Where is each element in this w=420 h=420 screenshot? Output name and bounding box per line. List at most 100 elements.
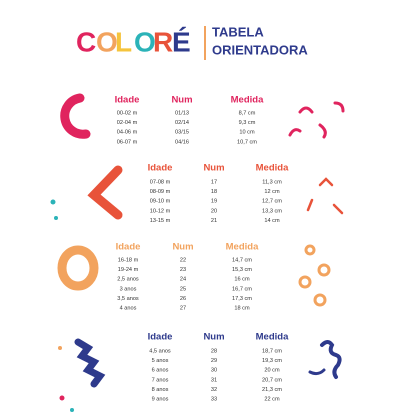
shape	[313, 293, 327, 307]
cell: 9,3 cm	[239, 120, 256, 126]
cell: 13-15 m	[150, 218, 171, 224]
cell: 09-10 m	[150, 199, 171, 205]
cell: 03/15	[175, 130, 189, 136]
dot	[59, 395, 65, 401]
cell: 19,3 cm	[262, 358, 282, 364]
shape	[306, 198, 314, 212]
cell: 3 anos	[120, 286, 137, 292]
shape	[74, 338, 106, 388]
column-header: Medida	[226, 242, 259, 253]
cell: 15,3 cm	[232, 267, 252, 273]
cell: 22 cm	[264, 396, 280, 402]
shape	[288, 128, 302, 137]
cell: 25	[180, 286, 186, 292]
cell: 19-24 m	[118, 267, 139, 273]
cell: 02-04 m	[117, 120, 138, 126]
cell: 31	[211, 377, 217, 383]
tables: Idade Num Medida 00-02 m 01/13 8,7 cm 02-04 m 0…	[115, 95, 289, 403]
cell: 10-12 m	[150, 208, 171, 214]
cell: 30	[211, 368, 217, 374]
cell: 11,3 cm	[262, 179, 282, 185]
shape	[304, 244, 316, 256]
logo-letter: É	[172, 26, 191, 57]
dot	[58, 346, 62, 350]
cell: 8,7 cm	[239, 110, 256, 116]
cell: 33	[211, 396, 217, 402]
cell: 20	[211, 208, 217, 214]
logo-letter: O	[96, 26, 118, 57]
cell: 6 anos	[152, 368, 169, 374]
cell: 24	[180, 277, 186, 283]
logo-letter: C	[76, 26, 96, 57]
shape	[298, 275, 312, 289]
logo-letter: O	[134, 26, 156, 57]
dots	[50, 199, 74, 412]
cell: 10,7 cm	[237, 139, 257, 145]
cell: 23	[180, 267, 186, 273]
cell: 4,5 anos	[149, 348, 171, 354]
cell: 00-02 m	[117, 110, 138, 116]
title-line: ORIENTADORA	[212, 42, 308, 57]
cell: 17,3 cm	[232, 296, 252, 302]
shape	[87, 165, 123, 220]
shape	[318, 177, 334, 187]
cell: 19	[211, 199, 217, 205]
cell: 5 anos	[152, 358, 169, 364]
cell: 18,7 cm	[262, 348, 282, 354]
decorations	[57, 93, 345, 388]
shape	[298, 106, 314, 114]
cell: 06-07 m	[117, 139, 138, 145]
column-header: Idade	[115, 95, 140, 106]
logo: C OL ORÉ	[76, 26, 191, 57]
cell: 29	[211, 358, 217, 364]
cell: 3,5 anos	[117, 296, 139, 302]
cell: 16-18 m	[118, 257, 139, 263]
cell: 14,7 cm	[232, 257, 252, 263]
cell: 08-09 m	[150, 189, 171, 195]
column-header: Medida	[256, 163, 289, 174]
cell: 20,7 cm	[262, 377, 282, 383]
dot	[54, 216, 58, 220]
cell: 07-08 m	[150, 179, 171, 185]
cell: 21	[211, 218, 217, 224]
cell: 8 anos	[152, 387, 169, 393]
shape	[308, 368, 326, 376]
cell: 21,3 cm	[262, 387, 282, 393]
shape	[333, 101, 345, 113]
cell: 17	[211, 179, 217, 185]
shape	[317, 263, 331, 277]
shape	[318, 123, 327, 139]
dot	[70, 408, 74, 412]
column-header: Idade	[148, 163, 173, 174]
title-line: TABELA	[212, 24, 264, 39]
cell: 12,7 cm	[262, 199, 282, 205]
shape	[332, 203, 344, 215]
column-header: Medida	[256, 332, 289, 343]
cell: 10 cm	[239, 130, 255, 136]
shape	[320, 340, 342, 379]
cell: 13,3 cm	[262, 208, 282, 214]
logo-letter: R	[153, 26, 173, 57]
cell: 16,7 cm	[232, 286, 252, 292]
shape	[60, 93, 91, 139]
cell: 28	[211, 348, 217, 354]
cell: 4 anos	[120, 305, 137, 311]
cell: 27	[180, 305, 186, 311]
cell: 26	[180, 296, 186, 302]
cell: 04-06 m	[117, 130, 138, 136]
dot	[50, 199, 56, 205]
cell: 16 cm	[234, 277, 250, 283]
cell: 2,5 anos	[117, 277, 139, 283]
column-header: Num	[172, 242, 193, 253]
cell: 22	[180, 257, 186, 263]
cell: 9 anos	[152, 396, 169, 402]
column-header: Num	[171, 95, 192, 106]
cell: 7 anos	[152, 377, 169, 383]
cell: 02/14	[175, 120, 189, 126]
cell: 01/13	[175, 110, 189, 116]
cell: 18 cm	[234, 305, 250, 311]
column-header: Idade	[116, 242, 141, 253]
cell: 20 cm	[264, 368, 280, 374]
